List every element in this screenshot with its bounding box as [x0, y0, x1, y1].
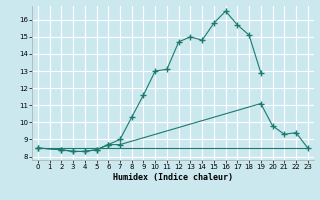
X-axis label: Humidex (Indice chaleur): Humidex (Indice chaleur): [113, 173, 233, 182]
